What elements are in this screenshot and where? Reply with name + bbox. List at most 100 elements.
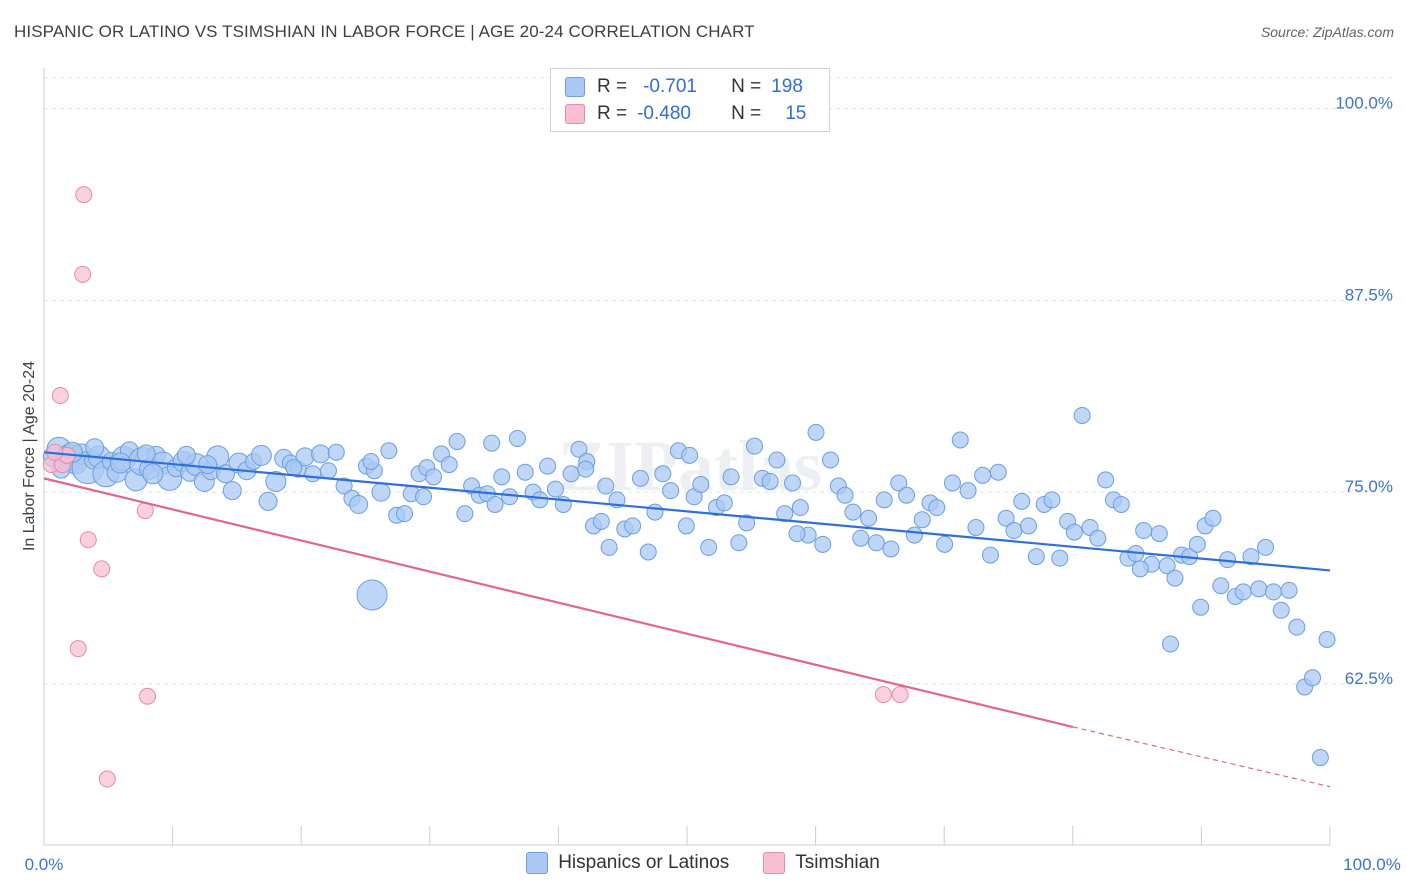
hispanic-point <box>136 444 156 464</box>
tsimshian-point <box>75 186 93 204</box>
hispanic-point <box>1150 525 1168 543</box>
x-tick-label: 0.0% <box>25 855 64 874</box>
hispanic-point <box>531 491 549 509</box>
hispanic-point <box>508 429 526 447</box>
legend-item-tsimshian[interactable]: Tsimshian <box>763 852 880 874</box>
n-label: N = <box>731 103 762 124</box>
hispanic-point <box>1135 522 1153 540</box>
legend-item-hispanics[interactable]: Hispanics or Latinos <box>526 852 729 874</box>
y-tick-label: 87.5% <box>1345 285 1393 304</box>
hispanic-point <box>395 505 413 523</box>
hispanic-point <box>788 525 806 543</box>
chart-title: HISPANIC OR LATINO VS TSIMSHIAN IN LABOR… <box>14 22 755 41</box>
source-label: Source: ZipAtlas.com <box>1260 24 1394 40</box>
hispanic-point <box>440 456 458 474</box>
hispanic-point <box>493 468 511 486</box>
legend-row-hispanic: R = -0.701 N = 198 <box>565 74 803 100</box>
hispanic-point <box>1112 495 1130 513</box>
r-label: R = <box>597 103 628 124</box>
hispanic-point <box>905 526 923 544</box>
n-value-hispanic: 198 <box>771 76 803 97</box>
tsimshian-point <box>74 265 92 283</box>
hispanic-point <box>836 486 854 504</box>
hispanic-point <box>85 438 105 458</box>
tsimshian-point <box>51 387 69 405</box>
hispanic-point <box>1005 522 1023 540</box>
hispanic-point <box>730 534 748 552</box>
hispanic-point <box>425 468 443 486</box>
legend-label-hispanics: Hispanics or Latinos <box>558 852 730 873</box>
tsimshian-point <box>69 640 87 658</box>
hispanic-point <box>852 529 870 547</box>
hispanic-point <box>631 469 649 487</box>
hispanic-point <box>1192 598 1210 616</box>
hispanic-point <box>1318 630 1336 648</box>
r-label: R = <box>597 76 628 97</box>
hispanic-point <box>784 474 802 492</box>
hispanic-point <box>624 517 642 535</box>
hispanic-point <box>928 499 946 517</box>
hispanic-point <box>1013 492 1031 510</box>
hispanic-point <box>943 474 961 492</box>
hispanic-point <box>761 472 779 490</box>
hispanic-point <box>285 459 303 477</box>
hispanic-point <box>1131 560 1149 578</box>
hispanic-point <box>776 505 794 523</box>
hispanic-point <box>662 482 680 500</box>
hispanic-point <box>1304 669 1322 687</box>
hispanic-point <box>1264 583 1282 601</box>
tsimshian-point <box>98 770 116 788</box>
hispanic-point <box>822 451 840 469</box>
hispanic-point <box>539 457 557 475</box>
hispanic-point <box>1158 557 1176 575</box>
hispanic-trend-line <box>43 451 1331 572</box>
hispanic-point <box>898 486 916 504</box>
hispanic-point <box>371 482 391 502</box>
hispanic-point <box>597 477 615 495</box>
hispanic-point <box>1027 548 1045 566</box>
hispanic-point <box>951 431 969 449</box>
hispanic-point <box>997 509 1015 527</box>
tsimshian-trend-extension <box>1072 726 1331 788</box>
hispanic-point <box>1051 549 1069 567</box>
hispanic-point <box>176 445 196 465</box>
hispanic-point <box>1204 509 1222 527</box>
hispanic-point <box>1043 491 1061 509</box>
x-tick-label: 100.0% <box>1343 855 1401 874</box>
hispanic-point <box>639 543 657 561</box>
hispanic-point <box>1161 635 1179 653</box>
hispanic-point <box>448 433 466 451</box>
pink-swatch <box>565 104 585 124</box>
hispanic-point <box>814 535 832 553</box>
correlation-legend: R = -0.701 N = 198 R = -0.480 N = 15 <box>550 68 830 132</box>
hispanic-point <box>1097 471 1115 489</box>
hispanic-point <box>516 463 534 481</box>
n-value-tsimshian: 15 <box>785 103 807 124</box>
hispanic-point <box>380 442 398 460</box>
hispanic-point <box>959 482 977 500</box>
hispanic-point <box>1311 749 1329 767</box>
r-value-hispanic: -0.701 <box>643 76 697 97</box>
hispanic-point <box>1089 529 1107 547</box>
hispanic-point <box>875 491 893 509</box>
hispanic-point <box>562 465 580 483</box>
hispanic-point <box>844 503 862 521</box>
hispanic-point <box>867 534 885 552</box>
tsimshian-trend-line <box>43 477 1074 728</box>
hispanic-point <box>715 494 733 512</box>
legend-label-tsimshian: Tsimshian <box>795 852 880 873</box>
blue-swatch <box>526 852 549 874</box>
hispanic-point <box>646 503 664 521</box>
tsimshian-point <box>891 686 909 704</box>
hispanic-point <box>356 579 388 611</box>
hispanic-point <box>483 434 501 452</box>
hispanic-point <box>335 477 353 495</box>
tsimshian-point <box>874 686 892 704</box>
hispanic-point <box>860 509 878 527</box>
hispanic-point <box>319 462 337 480</box>
hispanic-point <box>349 494 369 514</box>
hispanic-point <box>882 540 900 558</box>
r-value-tsimshian: -0.480 <box>637 103 691 124</box>
y-tick-label: 100.0% <box>1335 94 1393 113</box>
